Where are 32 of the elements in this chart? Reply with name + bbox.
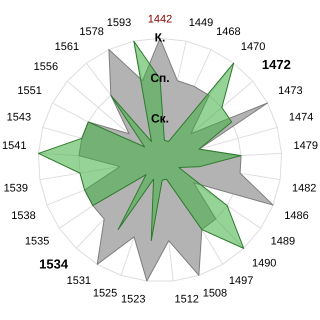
spoke-label: 1489 (270, 236, 296, 248)
spoke-label: 1523 (121, 294, 146, 306)
spoke-label: 1593 (106, 16, 132, 29)
spoke-label: 1442 (148, 14, 172, 26)
spoke-label: 1535 (24, 236, 50, 248)
y-tick-label: Ск. (150, 112, 170, 126)
spoke-label: 1479 (294, 140, 318, 152)
spoke-label: 1482 (292, 182, 316, 194)
spoke-label: 1468 (216, 26, 241, 38)
spoke-label: 1539 (4, 182, 28, 194)
spoke-label: 1473 (278, 84, 303, 97)
spoke-label: 1449 (188, 16, 214, 29)
spoke-label: 1486 (284, 210, 309, 222)
spoke-label: 1490 (252, 258, 276, 270)
spoke-label: 1472 (262, 57, 291, 72)
spoke-label: 1541 (2, 140, 26, 152)
spoke-label: 1551 (17, 84, 42, 97)
y-tick-label: Сп. (150, 71, 170, 86)
spoke-label: 1534 (39, 256, 69, 272)
spoke-label: 1474 (288, 112, 314, 124)
spoke-label: 1508 (202, 287, 228, 300)
spoke-label: 1525 (92, 287, 118, 300)
spoke-label: 1531 (66, 275, 92, 288)
spoke-label: 1512 (174, 294, 199, 306)
y-tick-label: К. (154, 30, 166, 45)
spoke-label: 1578 (79, 26, 104, 38)
spoke-label: 1538 (11, 210, 36, 222)
spoke-label: 1497 (228, 275, 254, 288)
spoke-label: 1561 (54, 40, 80, 53)
spoke-label: 1543 (6, 112, 32, 124)
spoke-label: 1556 (34, 60, 58, 73)
spoke-label: 1470 (240, 40, 266, 53)
